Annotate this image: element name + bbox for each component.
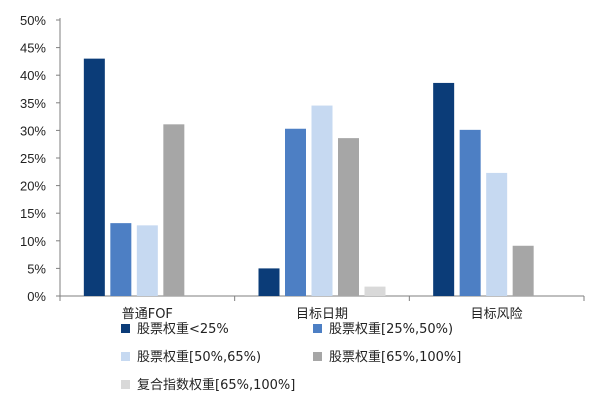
bar-1-1 — [285, 128, 306, 296]
bar-2-0 — [433, 82, 455, 296]
legend-swatch — [121, 352, 130, 361]
bar-0-3 — [163, 124, 185, 296]
y-tick-label: 35% — [20, 96, 46, 111]
bar-0-2 — [136, 225, 158, 296]
bar-1-2 — [311, 105, 333, 296]
y-tick-label: 25% — [20, 151, 46, 166]
legend-swatch — [121, 324, 130, 333]
x-axis: 普通FOF 目标日期 目标风险 — [59, 295, 585, 322]
legend-label: 股票权重[25%,50%) — [329, 321, 453, 337]
bar-0-1 — [110, 223, 132, 296]
legend-label: 股票权重<25% — [137, 321, 229, 337]
bar-2-3 — [512, 245, 534, 296]
y-tick-label: 45% — [20, 41, 46, 56]
x-category-label: 目标风险 — [471, 307, 523, 322]
legend-swatch — [121, 380, 130, 389]
y-tick-label: 30% — [20, 123, 46, 138]
legend-swatch — [313, 352, 322, 361]
bar-0-0 — [83, 58, 105, 296]
legend-label: 股票权重[50%,65%) — [137, 349, 261, 365]
x-category-label: 目标日期 — [296, 307, 348, 322]
legend: 股票权重<25% 股票权重[25%,50%) 股票权重[50%,65%) 股票权重[6… — [121, 321, 461, 393]
y-tick-label: 50% — [20, 13, 46, 28]
legend-swatch — [313, 324, 322, 333]
bar-2-2 — [486, 172, 508, 296]
y-tick-label: 20% — [20, 179, 46, 194]
x-category-label: 普通FOF — [122, 307, 173, 322]
y-tick-label: 10% — [20, 234, 46, 249]
legend-label: 股票权重[65%,100%] — [329, 349, 461, 365]
bar-2-1 — [459, 129, 481, 296]
y-tick-label: 15% — [20, 206, 46, 221]
legend-label: 复合指数权重[65%,100%] — [137, 377, 295, 393]
y-axis: 0% 5% 10% 15% 20% 25% 30% 35% 40% 45% 50% — [20, 13, 61, 304]
y-tick-label: 5% — [27, 261, 46, 276]
bars — [83, 58, 534, 296]
y-tick-label: 40% — [20, 68, 46, 83]
y-tick-label: 0% — [27, 289, 46, 304]
bar-1-4 — [364, 286, 386, 296]
bar-1-3 — [338, 138, 359, 296]
bar-1-0 — [258, 268, 280, 296]
